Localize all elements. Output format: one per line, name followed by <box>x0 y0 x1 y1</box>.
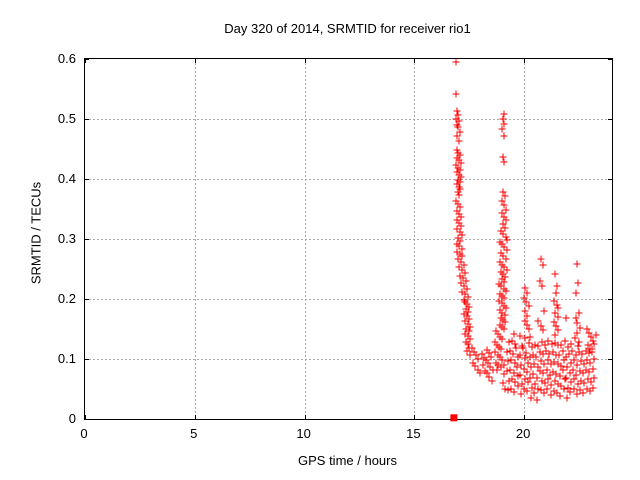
y-tick-label: 0.6 <box>57 51 76 66</box>
x-axis-label: GPS time / hours <box>298 453 397 468</box>
y-tick-label: 0.1 <box>57 351 76 366</box>
plot-canvas <box>85 58 612 422</box>
x-tick-label: 0 <box>80 426 88 441</box>
plot-area <box>84 58 613 422</box>
y-tick-label: 0.4 <box>57 171 76 186</box>
tick-marks <box>85 59 612 420</box>
gridlines <box>85 59 612 419</box>
flag-marker <box>450 414 458 422</box>
scatter-points <box>452 58 600 404</box>
y-tick-label: 0.2 <box>57 291 76 306</box>
x-tick-label: 10 <box>296 426 311 441</box>
y-tick-label: 0 <box>68 411 76 426</box>
x-tick-label: 5 <box>190 426 198 441</box>
chart-title: Day 320 of 2014, SRMTID for receiver rio… <box>224 21 471 36</box>
x-tick-label: 20 <box>515 426 531 441</box>
y-tick-label: 0.5 <box>57 111 76 126</box>
x-tick-label: 15 <box>406 426 421 441</box>
y-tick-label: 0.3 <box>57 231 76 246</box>
